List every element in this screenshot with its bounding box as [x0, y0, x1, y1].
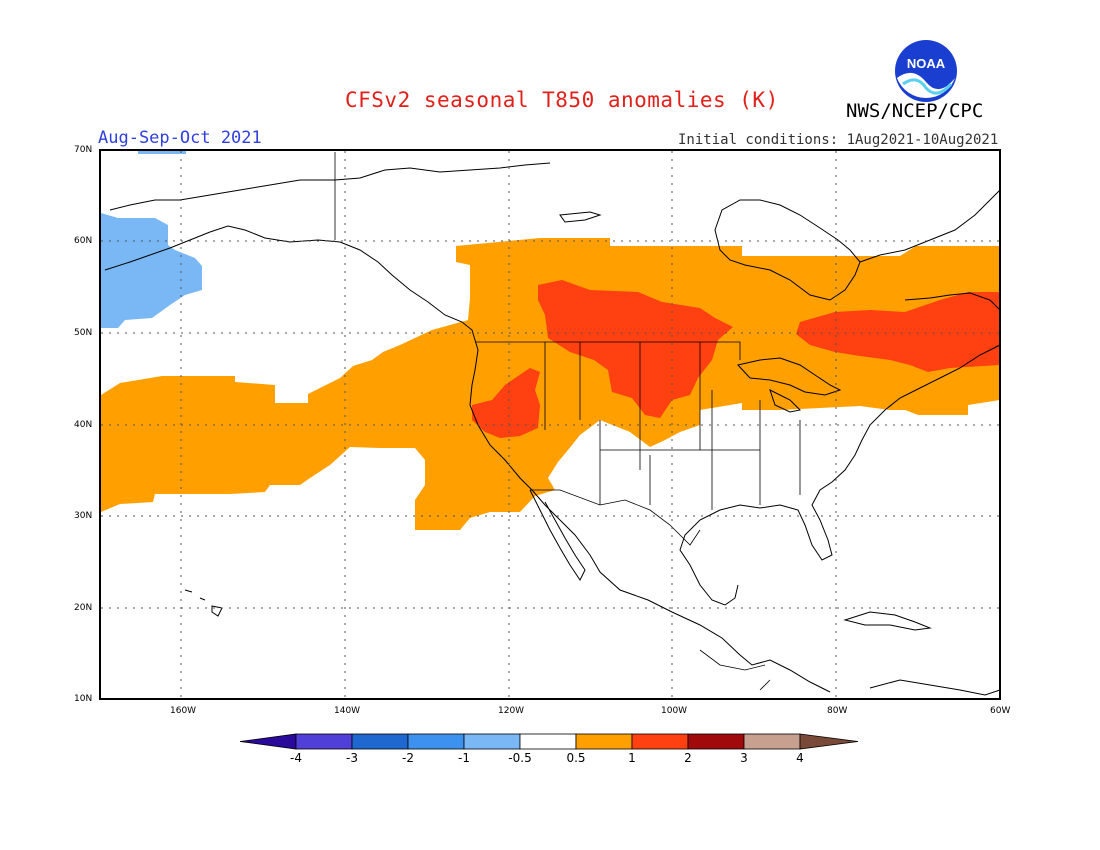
lat-label-50n: 50N: [74, 328, 93, 338]
colorbar-tick-label: 3: [740, 751, 748, 765]
colorbar-tick-label: 1: [628, 751, 636, 765]
lat-label-70n: 70N: [74, 145, 93, 155]
noaa-logo: NOAA: [895, 40, 957, 102]
colorbar-swatch: [351, 733, 409, 750]
colorbar-swatch: [519, 733, 577, 750]
colorbar: [239, 733, 859, 750]
colorbar-swatch: [407, 733, 465, 750]
colorbar-tick-label: 2: [684, 751, 692, 765]
colorbar-right-arrow: [799, 733, 859, 750]
colorbar-swatch: [631, 733, 689, 750]
colorbar-swatch: [463, 733, 521, 750]
lon-label-160w: 160W: [170, 706, 197, 716]
org-label: NWS/NCEP/CPC: [846, 100, 984, 122]
colorbar-swatch: [687, 733, 745, 750]
lat-label-30n: 30N: [74, 511, 93, 521]
cool-anomaly-region: [101, 150, 202, 328]
season-label: Aug-Sep-Oct 2021: [98, 128, 262, 148]
graticule: [101, 151, 999, 699]
lon-label-60w: 60W: [990, 706, 1011, 716]
colorbar-tick-label: -0.5: [508, 751, 532, 765]
political-borders: [334, 152, 801, 691]
lat-label-10n: 10N: [74, 694, 93, 704]
lat-label-40n: 40N: [74, 420, 93, 430]
colorbar-tick-label: -4: [290, 751, 302, 765]
colorbar-tick-label: -3: [346, 751, 358, 765]
map-frame: [99, 149, 1001, 700]
lat-label-60n: 60N: [74, 236, 93, 246]
colorbar-swatch: [295, 733, 353, 750]
noaa-logo-text: NOAA: [907, 56, 946, 71]
colorbar-tick-label: 0.5: [566, 751, 586, 765]
colorbar-tick-label: 4: [796, 751, 804, 765]
colorbar-tick-label: -2: [402, 751, 414, 765]
lon-label-80w: 80W: [827, 706, 848, 716]
warm-anomaly-region: [101, 238, 1000, 530]
map-title: CFSv2 seasonal T850 anomalies (K): [345, 88, 779, 112]
lon-label-140w: 140W: [334, 706, 361, 716]
colorbar-tick-label: -1: [458, 751, 470, 765]
colorbar-left-arrow: [239, 733, 297, 750]
colorbar-swatch: [575, 733, 633, 750]
lon-label-100w: 100W: [661, 706, 688, 716]
lat-label-20n: 20N: [74, 603, 93, 613]
strong-warm-anomaly-region: [472, 280, 1000, 438]
lon-label-120w: 120W: [498, 706, 525, 716]
initial-conditions-label: Initial conditions: 1Aug2021-10Aug2021: [678, 132, 999, 148]
colorbar-swatch: [743, 733, 801, 750]
coastlines: [104, 162, 1001, 696]
